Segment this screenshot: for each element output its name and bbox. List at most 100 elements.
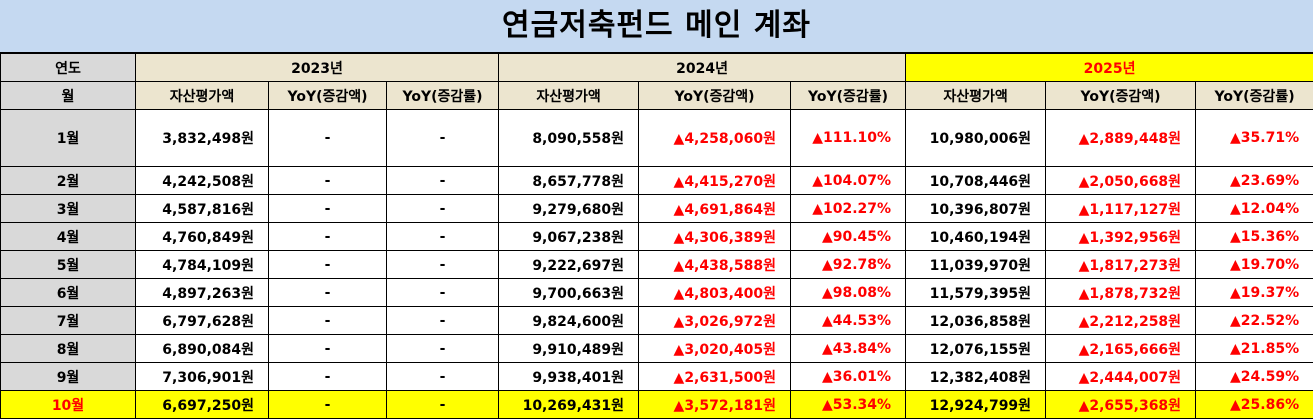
yoy-amount-2025[interactable]: ▲1,817,273원 xyxy=(1046,251,1196,279)
yoy-rate-2023[interactable]: - xyxy=(387,279,499,307)
asset-2024[interactable]: 9,222,697원 xyxy=(499,251,639,279)
month-cell[interactable]: 1월 xyxy=(1,110,136,167)
year-2024-header[interactable]: 2024년 xyxy=(499,54,906,82)
yoy-amount-2024[interactable]: ▲4,438,588원 xyxy=(639,251,791,279)
yoy-amount-2024[interactable]: ▲3,572,181원 xyxy=(639,391,791,419)
yoy-amount-2024[interactable]: ▲3,020,405원 xyxy=(639,335,791,363)
asset-2025[interactable]: 10,460,194원 xyxy=(906,223,1046,251)
asset-2025[interactable]: 12,382,408원 xyxy=(906,363,1046,391)
yoy-amount-2025[interactable]: ▲2,889,448원 xyxy=(1046,110,1196,167)
asset-2023[interactable]: 4,784,109원 xyxy=(136,251,269,279)
col-yoy-amount-2023[interactable]: YoY(증감액) xyxy=(269,82,387,110)
month-cell[interactable]: 10월 xyxy=(1,391,136,419)
col-yoy-amount-2025[interactable]: YoY(증감액) xyxy=(1046,82,1196,110)
asset-2024[interactable]: 8,090,558원 xyxy=(499,110,639,167)
yoy-amount-2023[interactable]: - xyxy=(269,335,387,363)
month-cell[interactable]: 5월 xyxy=(1,251,136,279)
month-cell[interactable]: 7월 xyxy=(1,307,136,335)
yoy-amount-2023[interactable]: - xyxy=(269,307,387,335)
month-cell[interactable]: 3월 xyxy=(1,195,136,223)
col-yoy-amount-2024[interactable]: YoY(증감액) xyxy=(639,82,791,110)
asset-2023[interactable]: 6,890,084원 xyxy=(136,335,269,363)
col-asset-2023[interactable]: 자산평가액 xyxy=(136,82,269,110)
month-cell[interactable]: 8월 xyxy=(1,335,136,363)
yoy-amount-2025[interactable]: ▲1,392,956원 xyxy=(1046,223,1196,251)
yoy-rate-2025[interactable]: ▲21.85% xyxy=(1196,335,1313,363)
asset-2025[interactable]: 12,076,155원 xyxy=(906,335,1046,363)
year-2025-header[interactable]: 2025년 xyxy=(906,54,1313,82)
yoy-rate-2023[interactable]: - xyxy=(387,223,499,251)
asset-2023[interactable]: 4,242,508원 xyxy=(136,167,269,195)
yoy-amount-2023[interactable]: - xyxy=(269,251,387,279)
asset-2024[interactable]: 9,067,238원 xyxy=(499,223,639,251)
asset-2023[interactable]: 6,697,250원 xyxy=(136,391,269,419)
month-cell[interactable]: 6월 xyxy=(1,279,136,307)
col-yoy-rate-2025[interactable]: YoY(증감률) xyxy=(1196,82,1313,110)
asset-2025[interactable]: 12,036,858원 xyxy=(906,307,1046,335)
col-asset-2025[interactable]: 자산평가액 xyxy=(906,82,1046,110)
yoy-rate-2023[interactable]: - xyxy=(387,251,499,279)
year-label[interactable]: 연도 xyxy=(1,54,136,82)
col-yoy-rate-2024[interactable]: YoY(증감률) xyxy=(791,82,906,110)
yoy-amount-2023[interactable]: - xyxy=(269,363,387,391)
asset-2024[interactable]: 9,910,489원 xyxy=(499,335,639,363)
asset-2025[interactable]: 11,039,970원 xyxy=(906,251,1046,279)
yoy-rate-2023[interactable]: - xyxy=(387,167,499,195)
yoy-amount-2025[interactable]: ▲2,165,666원 xyxy=(1046,335,1196,363)
asset-2023[interactable]: 6,797,628원 xyxy=(136,307,269,335)
yoy-amount-2025[interactable]: ▲1,878,732원 xyxy=(1046,279,1196,307)
yoy-amount-2023[interactable]: - xyxy=(269,279,387,307)
yoy-amount-2024[interactable]: ▲2,631,500원 xyxy=(639,363,791,391)
yoy-amount-2024[interactable]: ▲4,803,400원 xyxy=(639,279,791,307)
yoy-amount-2025[interactable]: ▲1,117,127원 xyxy=(1046,195,1196,223)
asset-2024[interactable]: 9,279,680원 xyxy=(499,195,639,223)
yoy-amount-2023[interactable]: - xyxy=(269,195,387,223)
yoy-rate-2023[interactable]: - xyxy=(387,363,499,391)
yoy-amount-2024[interactable]: ▲4,415,270원 xyxy=(639,167,791,195)
yoy-rate-2025[interactable]: ▲22.52% xyxy=(1196,307,1313,335)
asset-2025[interactable]: 10,396,807원 xyxy=(906,195,1046,223)
yoy-rate-2025[interactable]: ▲35.71% xyxy=(1196,110,1313,167)
yoy-rate-2024[interactable]: ▲36.01% xyxy=(791,363,906,391)
asset-2023[interactable]: 4,587,816원 xyxy=(136,195,269,223)
yoy-amount-2023[interactable]: - xyxy=(269,110,387,167)
month-cell[interactable]: 4월 xyxy=(1,223,136,251)
asset-2024[interactable]: 9,824,600원 xyxy=(499,307,639,335)
yoy-rate-2025[interactable]: ▲25.86% xyxy=(1196,391,1313,419)
asset-2023[interactable]: 4,760,849원 xyxy=(136,223,269,251)
asset-2025[interactable]: 10,708,446원 xyxy=(906,167,1046,195)
month-cell[interactable]: 2월 xyxy=(1,167,136,195)
asset-2024[interactable]: 10,269,431원 xyxy=(499,391,639,419)
yoy-rate-2024[interactable]: ▲44.53% xyxy=(791,307,906,335)
asset-2023[interactable]: 3,832,498원 xyxy=(136,110,269,167)
yoy-rate-2024[interactable]: ▲43.84% xyxy=(791,335,906,363)
asset-2023[interactable]: 4,897,263원 xyxy=(136,279,269,307)
yoy-rate-2023[interactable]: - xyxy=(387,391,499,419)
yoy-rate-2024[interactable]: ▲92.78% xyxy=(791,251,906,279)
yoy-rate-2024[interactable]: ▲111.10% xyxy=(791,110,906,167)
asset-2023[interactable]: 7,306,901원 xyxy=(136,363,269,391)
month-label[interactable]: 월 xyxy=(1,82,136,110)
yoy-amount-2025[interactable]: ▲2,655,368원 xyxy=(1046,391,1196,419)
yoy-rate-2025[interactable]: ▲19.70% xyxy=(1196,251,1313,279)
yoy-rate-2025[interactable]: ▲19.37% xyxy=(1196,279,1313,307)
yoy-rate-2024[interactable]: ▲53.34% xyxy=(791,391,906,419)
yoy-rate-2023[interactable]: - xyxy=(387,195,499,223)
col-asset-2024[interactable]: 자산평가액 xyxy=(499,82,639,110)
yoy-rate-2025[interactable]: ▲15.36% xyxy=(1196,223,1313,251)
yoy-amount-2024[interactable]: ▲4,691,864원 xyxy=(639,195,791,223)
col-yoy-rate-2023[interactable]: YoY(증감률) xyxy=(387,82,499,110)
yoy-rate-2025[interactable]: ▲24.59% xyxy=(1196,363,1313,391)
yoy-amount-2024[interactable]: ▲4,306,389원 xyxy=(639,223,791,251)
yoy-rate-2023[interactable]: - xyxy=(387,335,499,363)
asset-2025[interactable]: 11,579,395원 xyxy=(906,279,1046,307)
asset-2024[interactable]: 9,938,401원 xyxy=(499,363,639,391)
yoy-rate-2024[interactable]: ▲104.07% xyxy=(791,167,906,195)
yoy-rate-2025[interactable]: ▲23.69% xyxy=(1196,167,1313,195)
yoy-amount-2023[interactable]: - xyxy=(269,391,387,419)
yoy-amount-2023[interactable]: - xyxy=(269,223,387,251)
yoy-rate-2024[interactable]: ▲98.08% xyxy=(791,279,906,307)
yoy-amount-2025[interactable]: ▲2,212,258원 xyxy=(1046,307,1196,335)
yoy-rate-2024[interactable]: ▲90.45% xyxy=(791,223,906,251)
asset-2025[interactable]: 12,924,799원 xyxy=(906,391,1046,419)
